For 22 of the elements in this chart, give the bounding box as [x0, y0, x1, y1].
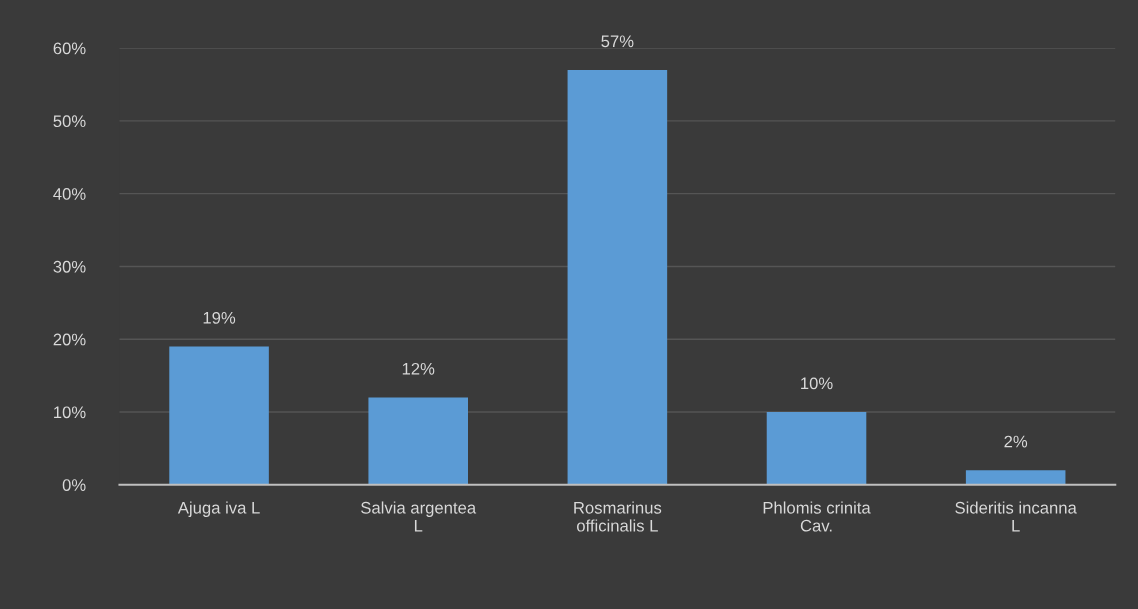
- y-tick-label: 30%: [53, 260, 86, 273]
- y-tick-label: 10%: [54, 406, 86, 419]
- data-label: 12%: [402, 362, 435, 375]
- y-tick-label: 20%: [53, 333, 86, 346]
- x-tick-label: Rosmarinus officinalis L: [574, 501, 662, 532]
- x-tick-label: Phlomis crinita Cav.: [763, 501, 871, 532]
- y-tick-label: 50%: [53, 115, 86, 128]
- x-tick-label: Sideritis incanna L: [955, 501, 1077, 532]
- bar: [368, 397, 468, 485]
- bar: [766, 411, 867, 485]
- y-tick-label: 60%: [53, 42, 86, 55]
- x-tick-label: Salvia argentea L: [361, 501, 477, 532]
- data-label: 2%: [1004, 435, 1028, 448]
- data-label: 10%: [801, 377, 833, 390]
- y-tick-label: 0%: [62, 479, 86, 491]
- data-label: 57%: [601, 35, 634, 48]
- y-tick-label: 40%: [53, 188, 86, 200]
- data-label: 19%: [203, 311, 236, 324]
- x-tick-label: Ajuga iva L: [177, 501, 260, 517]
- bar: [567, 69, 668, 485]
- bar: [169, 346, 269, 485]
- bar: [965, 470, 1066, 485]
